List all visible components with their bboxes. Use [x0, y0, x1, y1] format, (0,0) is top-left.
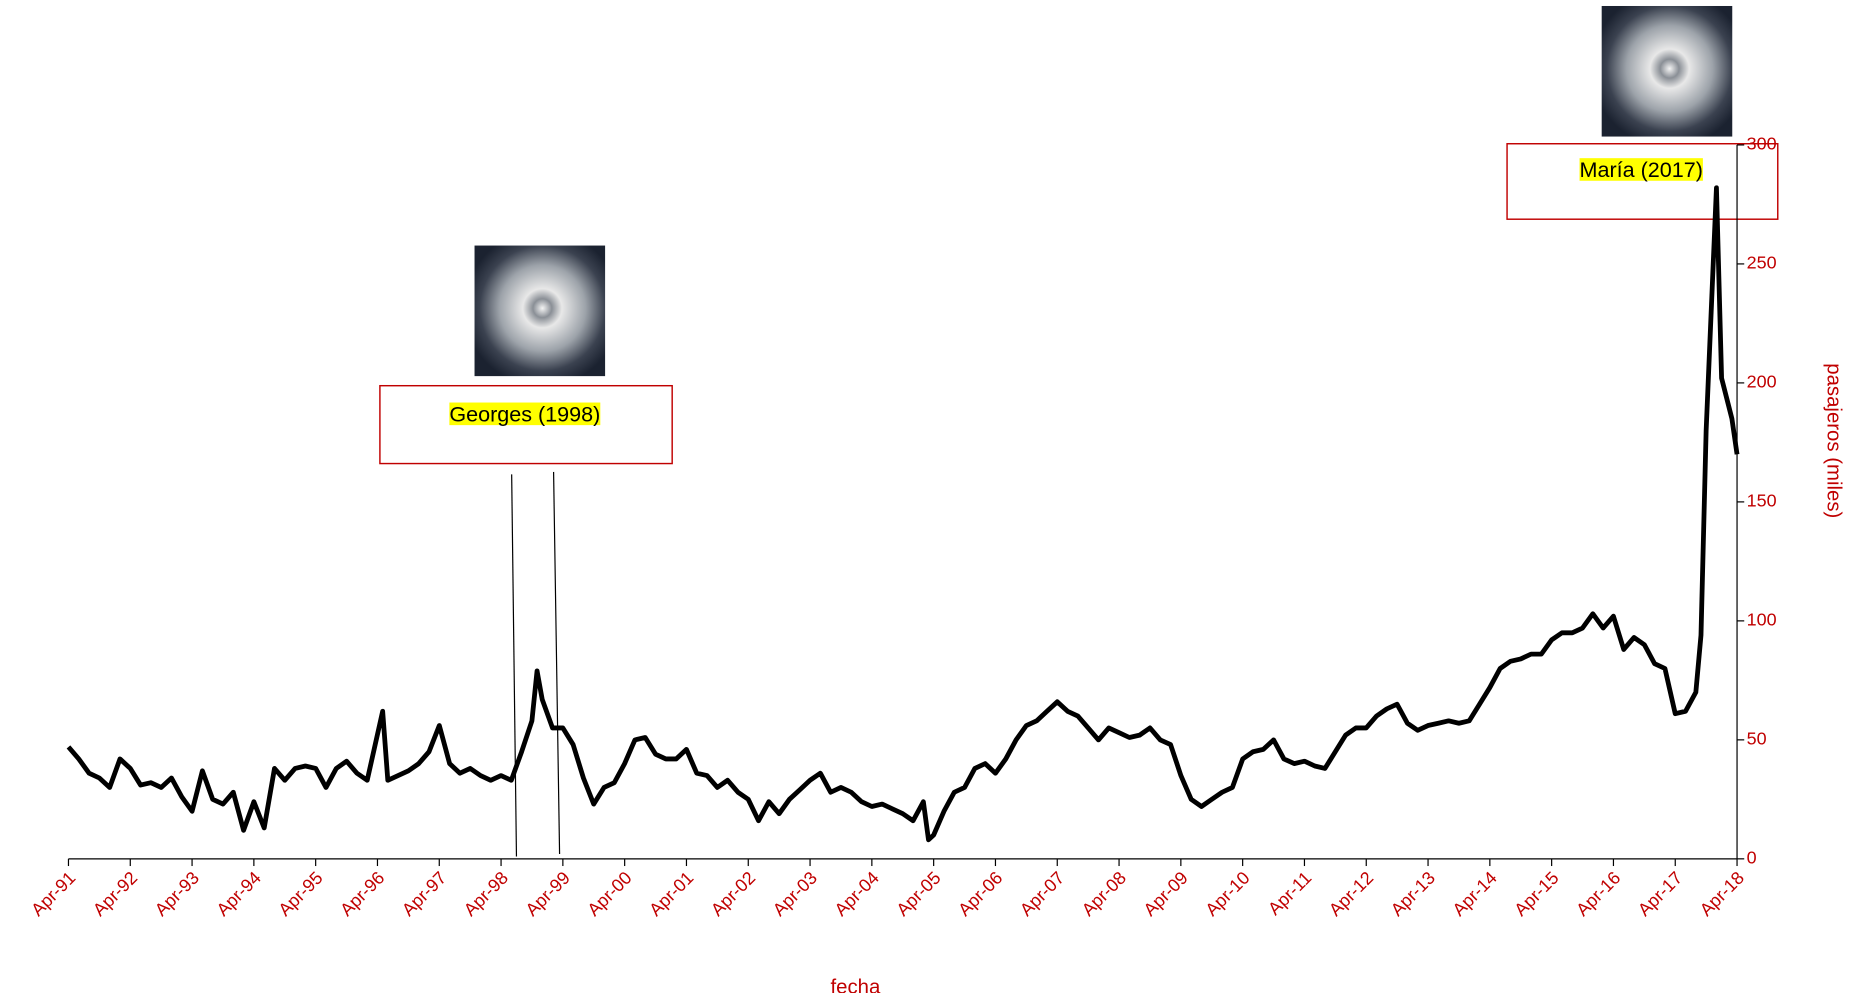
x-tick-label: Apr-94: [213, 868, 265, 920]
annotation-box: [1506, 143, 1779, 220]
y-tick-label: 200: [1747, 372, 1777, 392]
y-tick-label: 150: [1747, 491, 1777, 511]
x-tick-label: Apr-01: [645, 868, 697, 920]
x-tick-label: Apr-08: [1078, 868, 1130, 920]
hurricane-image: [1601, 5, 1733, 137]
y-tick-label: 300: [1747, 134, 1777, 154]
x-axis-title: fecha: [831, 977, 881, 993]
data-line: [66, 185, 1740, 843]
x-tick-label: Apr-02: [707, 868, 759, 920]
y-axis-title: pasajeros (miles): [1822, 363, 1844, 518]
hurricane-image: [474, 245, 606, 377]
annotation-text: Georges (1998): [449, 401, 600, 426]
x-tick-label: Apr-13: [1387, 868, 1439, 920]
y-tick-label: 250: [1747, 253, 1777, 273]
annotation: Georges (1998): [449, 401, 601, 426]
x-tick-label: Apr-09: [1140, 868, 1192, 920]
callout-line: [552, 471, 561, 855]
x-tick-label: Apr-16: [1572, 868, 1624, 920]
y-tick-label: 100: [1747, 610, 1777, 630]
x-tick-label: Apr-93: [151, 868, 203, 920]
x-tick-label: Apr-97: [398, 868, 450, 920]
x-tick-label: Apr-14: [1449, 868, 1501, 920]
annotation-text: María (2017): [1580, 157, 1703, 182]
x-tick-label: Apr-18: [1696, 868, 1748, 920]
x-tick-label: Apr-92: [89, 868, 141, 920]
x-tick-label: Apr-05: [892, 868, 944, 920]
x-tick-label: Apr-12: [1325, 868, 1377, 920]
x-tick-label: Apr-17: [1634, 868, 1686, 920]
x-tick-label: Apr-95: [274, 868, 326, 920]
x-tick-label: Apr-06: [954, 868, 1006, 920]
x-tick-label: Apr-15: [1510, 868, 1562, 920]
x-tick-label: Apr-04: [831, 868, 883, 920]
x-tick-label: Apr-98: [460, 868, 512, 920]
x-tick-label: Apr-96: [336, 868, 388, 920]
x-tick-label: Apr-91: [27, 868, 79, 920]
x-tick-label: Apr-03: [769, 868, 821, 920]
x-tick-label: Apr-07: [1016, 868, 1068, 920]
callout-line: [511, 474, 518, 857]
annotation-highlight: [1579, 158, 1703, 181]
annotation-highlight: [449, 402, 601, 426]
x-tick-label: Apr-11: [1264, 868, 1315, 919]
x-tick-label: Apr-00: [583, 868, 635, 920]
x-tick-label: Apr-10: [1201, 868, 1253, 920]
annotation-box: [379, 384, 673, 465]
x-tick-label: Apr-99: [522, 868, 574, 920]
annotation: María (2017): [1579, 157, 1703, 182]
y-tick-label: 50: [1747, 729, 1767, 749]
y-tick-label: 0: [1747, 848, 1757, 868]
